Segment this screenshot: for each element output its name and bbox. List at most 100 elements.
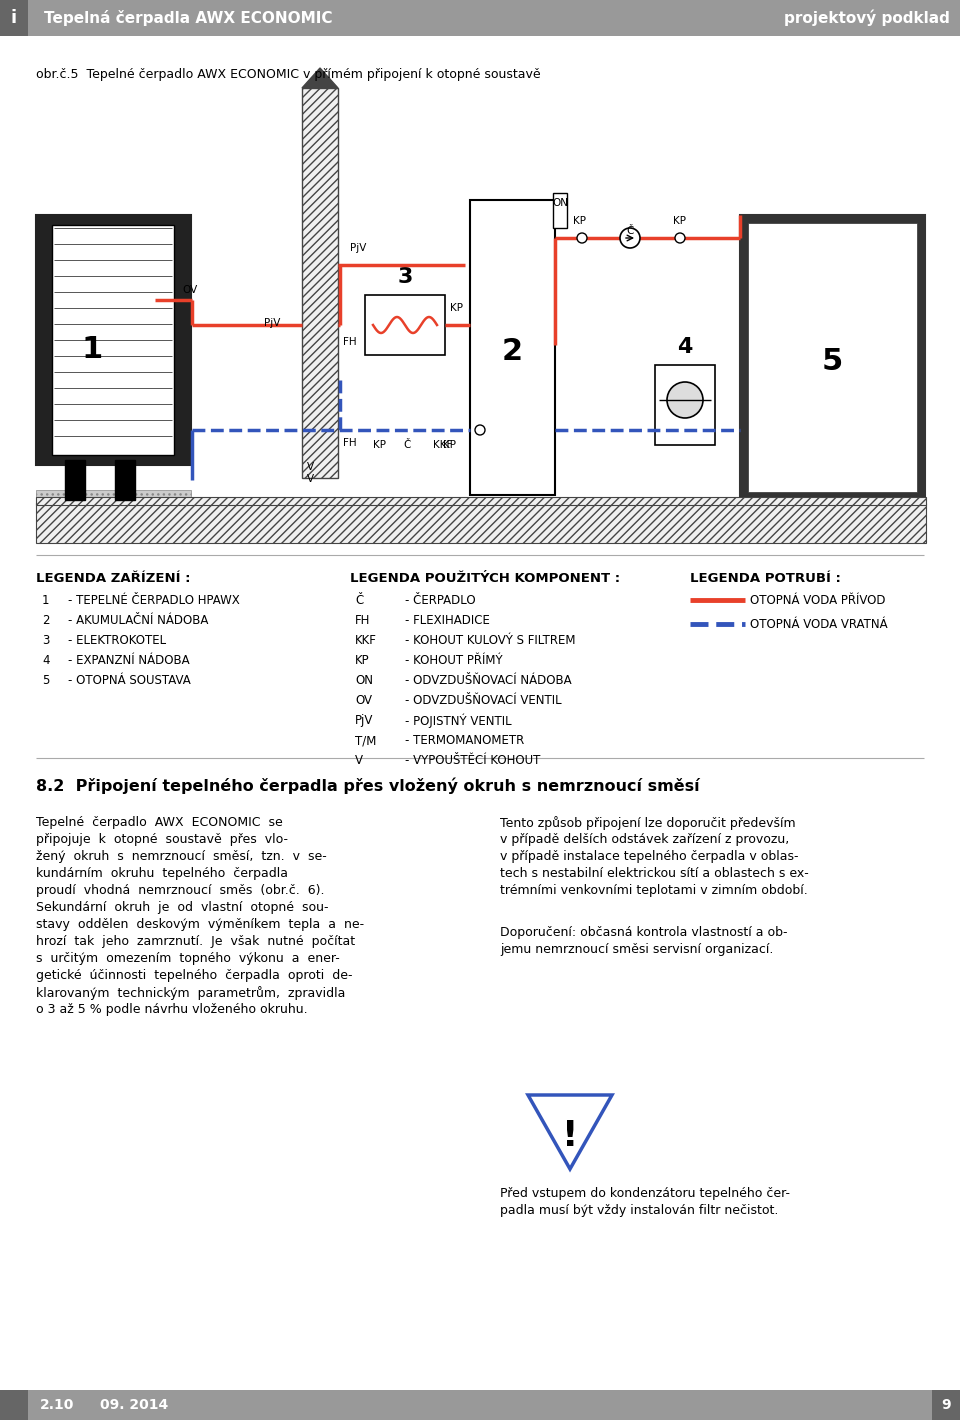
Text: s  určitým  omezením  topného  výkonu  a  ener-: s určitým omezením topného výkonu a ener… bbox=[36, 951, 340, 966]
Text: Č: Č bbox=[403, 440, 410, 450]
Text: KP: KP bbox=[674, 216, 686, 226]
Text: - ODVZDUŠŇOVACÍ NÁDOBA: - ODVZDUŠŇOVACÍ NÁDOBA bbox=[405, 674, 571, 687]
Bar bbox=[52, 224, 174, 454]
Text: KP: KP bbox=[450, 302, 463, 312]
Text: !: ! bbox=[562, 1119, 578, 1153]
Circle shape bbox=[675, 233, 685, 243]
Text: Č: Č bbox=[355, 594, 363, 606]
Text: LEGENDA ZAŘÍZENÍ :: LEGENDA ZAŘÍZENÍ : bbox=[36, 572, 190, 585]
Text: projektový podklad: projektový podklad bbox=[784, 10, 950, 26]
Text: - VYPOUŠTĚCÍ KOHOUT: - VYPOUŠTĚCÍ KOHOUT bbox=[405, 754, 540, 767]
Bar bbox=[36, 503, 926, 542]
Text: Sekundární  okruh  je  od  vlastní  otopné  sou-: Sekundární okruh je od vlastní otopné so… bbox=[36, 902, 328, 914]
Text: hrozí  tak  jeho  zamrznutí.  Je  však  nutné  počítat: hrozí tak jeho zamrznutí. Je však nutné … bbox=[36, 934, 355, 949]
Bar bbox=[0, 1390, 28, 1420]
Text: Doporučení: občasná kontrola vlastností a ob-: Doporučení: občasná kontrola vlastností … bbox=[500, 926, 787, 939]
Text: obr.č.5  Tepelné čerpadlo AWX ECONOMIC v přímém připojení k otopné soustavě: obr.č.5 Tepelné čerpadlo AWX ECONOMIC v … bbox=[36, 68, 540, 81]
Text: ON: ON bbox=[355, 674, 373, 687]
Bar bbox=[365, 295, 445, 355]
Text: KKF: KKF bbox=[355, 633, 377, 648]
Circle shape bbox=[620, 229, 640, 248]
Text: - TERMOMANOMETR: - TERMOMANOMETR bbox=[405, 734, 524, 747]
Text: - ODVZDUŠŇOVACÍ VENTIL: - ODVZDUŠŇOVACÍ VENTIL bbox=[405, 694, 562, 707]
Text: KP: KP bbox=[355, 655, 370, 667]
Bar bbox=[748, 223, 917, 491]
Text: 2: 2 bbox=[501, 338, 522, 366]
Text: OTOPNÁ VODA PŘÍVOD: OTOPNÁ VODA PŘÍVOD bbox=[750, 594, 885, 606]
Text: 1: 1 bbox=[42, 594, 50, 606]
Bar bbox=[36, 490, 191, 506]
Text: - KOHOUT PŘÍMÝ: - KOHOUT PŘÍMÝ bbox=[405, 655, 503, 667]
Text: KKF: KKF bbox=[433, 440, 452, 450]
Text: - ELEKTROKOTEL: - ELEKTROKOTEL bbox=[68, 633, 166, 648]
Bar bbox=[655, 365, 715, 444]
Text: žený  okruh  s  nemrznoucí  směsí,  tzn.  v  se-: žený okruh s nemrznoucí směsí, tzn. v se… bbox=[36, 851, 326, 863]
Circle shape bbox=[475, 425, 485, 435]
Bar bbox=[65, 460, 85, 500]
Text: OV: OV bbox=[355, 694, 372, 707]
Bar bbox=[740, 214, 925, 500]
Text: 2: 2 bbox=[42, 613, 50, 628]
Bar bbox=[36, 497, 926, 506]
Text: FH: FH bbox=[355, 613, 371, 628]
Polygon shape bbox=[302, 68, 338, 88]
Text: PjV: PjV bbox=[350, 243, 367, 253]
Bar bbox=[932, 1390, 960, 1420]
Text: KP: KP bbox=[444, 440, 457, 450]
Text: trémními venkovními teplotami v zimním období.: trémními venkovními teplotami v zimním o… bbox=[500, 885, 807, 897]
Bar bbox=[553, 193, 567, 229]
Text: PjV: PjV bbox=[264, 318, 280, 328]
Text: stavy  oddělen  deskovým  výměníkem  tepla  a  ne-: stavy oddělen deskovým výměníkem tepla a… bbox=[36, 917, 364, 932]
Text: FH: FH bbox=[343, 337, 356, 346]
Text: getické  účinnosti  tepelného  čerpadla  oproti  de-: getické účinnosti tepelného čerpadla opr… bbox=[36, 968, 352, 983]
Text: 3: 3 bbox=[397, 267, 413, 287]
Bar bbox=[470, 200, 555, 496]
Text: 09. 2014: 09. 2014 bbox=[100, 1399, 168, 1411]
Text: KP: KP bbox=[373, 440, 386, 450]
Circle shape bbox=[577, 233, 587, 243]
Text: 3: 3 bbox=[42, 633, 49, 648]
Text: - OTOPNÁ SOUSTAVA: - OTOPNÁ SOUSTAVA bbox=[68, 674, 191, 687]
Text: jemu nemrznoucí směsi servisní organizací.: jemu nemrznoucí směsi servisní organizac… bbox=[500, 943, 774, 956]
Text: - AKUMULAČNÍ NÁDOBA: - AKUMULAČNÍ NÁDOBA bbox=[68, 613, 208, 628]
Text: - KOHOUT KULOVÝ S FILTREM: - KOHOUT KULOVÝ S FILTREM bbox=[405, 633, 575, 648]
Text: klarovaným  technickým  parametrům,  zpravidla: klarovaným technickým parametrům, zpravi… bbox=[36, 985, 346, 1000]
Text: OTOPNÁ VODA VRATNÁ: OTOPNÁ VODA VRATNÁ bbox=[750, 618, 888, 630]
Text: 8.2  Připojení tepelného čerpadla přes vložený okruh s nemrznoucí směsí: 8.2 Připojení tepelného čerpadla přes vl… bbox=[36, 778, 700, 795]
Bar bbox=[115, 460, 135, 500]
Text: 4: 4 bbox=[678, 337, 693, 356]
Bar bbox=[0, 0, 28, 36]
Text: připojuje  k  otopné  soustavě  přes  vlo-: připojuje k otopné soustavě přes vlo- bbox=[36, 834, 288, 846]
Text: - TEPELNÉ ČERPADLO HPAWX: - TEPELNÉ ČERPADLO HPAWX bbox=[68, 594, 240, 606]
Text: Tento způsob připojení lze doporučit především: Tento způsob připojení lze doporučit pře… bbox=[500, 816, 796, 829]
Text: - ČERPADLO: - ČERPADLO bbox=[405, 594, 475, 606]
Text: V: V bbox=[307, 474, 314, 484]
Text: - POJISTNÝ VENTIL: - POJISTNÝ VENTIL bbox=[405, 714, 512, 728]
Text: OV: OV bbox=[182, 285, 198, 295]
Circle shape bbox=[667, 382, 703, 417]
Text: 4: 4 bbox=[42, 655, 50, 667]
Text: i: i bbox=[11, 9, 17, 27]
Text: 9: 9 bbox=[941, 1399, 950, 1411]
Text: - FLEXIHADICE: - FLEXIHADICE bbox=[405, 613, 490, 628]
Text: 5: 5 bbox=[822, 348, 843, 376]
Text: 5: 5 bbox=[42, 674, 49, 687]
Text: T/M: T/M bbox=[355, 734, 376, 747]
Text: FH: FH bbox=[343, 437, 356, 447]
Text: 1: 1 bbox=[82, 335, 103, 365]
Text: v případě delších odstávek zařízení z provozu,: v případě delších odstávek zařízení z pr… bbox=[500, 834, 789, 846]
Text: V: V bbox=[307, 462, 314, 471]
Text: Č: Č bbox=[626, 226, 634, 236]
Bar bbox=[0, 0, 960, 36]
Bar bbox=[0, 1390, 960, 1420]
Text: PjV: PjV bbox=[355, 714, 373, 727]
Text: Před vstupem do kondenzátoru tepelného čer-: Před vstupem do kondenzátoru tepelného č… bbox=[500, 1187, 790, 1200]
Text: LEGENDA POTRUBÍ :: LEGENDA POTRUBÍ : bbox=[690, 572, 841, 585]
Text: LEGENDA POUŽITÝCH KOMPONENT :: LEGENDA POUŽITÝCH KOMPONENT : bbox=[350, 572, 620, 585]
Text: padla musí být vždy instalován filtr nečistot.: padla musí být vždy instalován filtr neč… bbox=[500, 1204, 779, 1217]
Bar bbox=[302, 88, 338, 479]
Text: Tepelné  čerpadlo  AWX  ECONOMIC  se: Tepelné čerpadlo AWX ECONOMIC se bbox=[36, 816, 283, 829]
Text: V: V bbox=[355, 754, 363, 767]
Text: 2.10: 2.10 bbox=[40, 1399, 74, 1411]
Text: - EXPANZNÍ NÁDOBA: - EXPANZNÍ NÁDOBA bbox=[68, 655, 190, 667]
